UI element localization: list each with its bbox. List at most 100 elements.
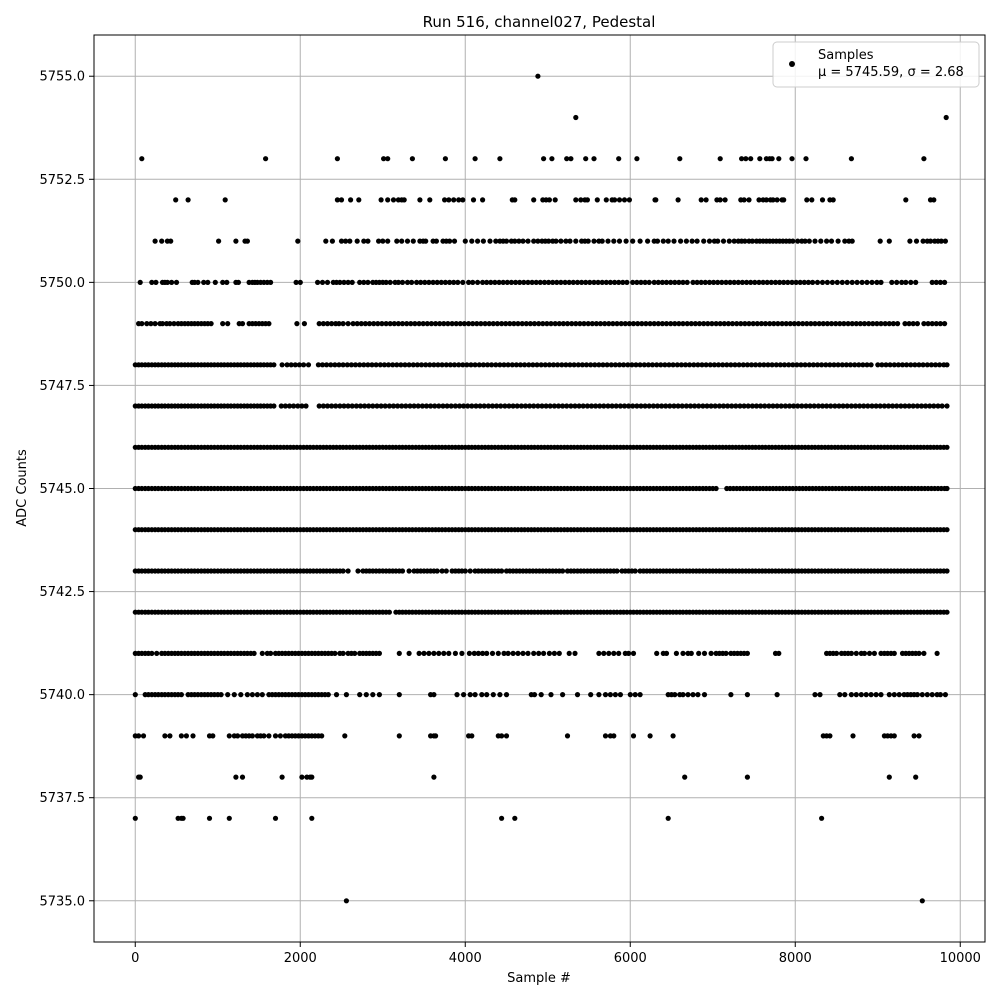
- data-point: [328, 362, 334, 368]
- data-point: [449, 321, 455, 327]
- data-point: [591, 238, 597, 244]
- data-point: [781, 197, 787, 203]
- data-point: [824, 238, 830, 244]
- data-point: [488, 279, 494, 285]
- data-point: [475, 279, 481, 285]
- data-point: [475, 238, 481, 244]
- data-point: [795, 238, 801, 244]
- data-point: [418, 362, 425, 368]
- data-point: [226, 733, 232, 739]
- data-point: [486, 321, 492, 327]
- data-point: [407, 403, 413, 409]
- data-point: [853, 692, 859, 698]
- data-point: [167, 733, 173, 739]
- data-point: [470, 321, 476, 327]
- data-point: [456, 197, 462, 203]
- data-point: [861, 321, 868, 327]
- data-point: [849, 238, 855, 244]
- data-point: [725, 321, 732, 327]
- data-point: [691, 362, 697, 368]
- data-point: [577, 321, 583, 327]
- data-point: [315, 279, 321, 285]
- data-point: [419, 403, 425, 409]
- data-point: [797, 279, 803, 285]
- data-point: [810, 362, 817, 368]
- data-point: [700, 403, 706, 409]
- data-point: [206, 815, 213, 821]
- data-point: [853, 321, 859, 327]
- data-point: [522, 403, 529, 409]
- data-point: [428, 321, 434, 327]
- data-point: [305, 362, 312, 368]
- data-point: [935, 403, 941, 409]
- data-point: [848, 156, 855, 162]
- data-point: [887, 362, 893, 368]
- data-point: [801, 279, 807, 285]
- data-point: [357, 692, 363, 698]
- data-point: [891, 692, 897, 698]
- data-point: [546, 238, 552, 244]
- data-point: [632, 692, 638, 698]
- data-point: [319, 362, 326, 368]
- data-point: [879, 362, 885, 368]
- data-point: [907, 238, 913, 244]
- data-point: [436, 650, 442, 657]
- data-point: [529, 279, 535, 285]
- data-point: [859, 279, 865, 285]
- data-point: [385, 362, 392, 368]
- data-point: [173, 197, 179, 203]
- data-point: [361, 362, 367, 368]
- data-point: [638, 279, 644, 285]
- data-point: [291, 403, 297, 409]
- data-point: [568, 403, 574, 409]
- data-point: [329, 321, 335, 327]
- data-point: [873, 403, 879, 409]
- data-point: [828, 403, 834, 409]
- data-point: [944, 403, 950, 409]
- data-point: [662, 362, 668, 368]
- data-point: [912, 362, 918, 368]
- data-point: [395, 321, 401, 327]
- data-point: [808, 321, 814, 327]
- data-point: [503, 238, 510, 244]
- data-point: [744, 650, 751, 657]
- legend-box: [772, 41, 980, 88]
- data-point: [663, 321, 670, 327]
- data-point: [908, 279, 914, 285]
- data-point: [431, 774, 437, 780]
- data-point: [818, 238, 824, 244]
- legend[interactable]: Samples μ = 5745.59, σ = 2.68: [772, 41, 980, 88]
- data-point: [452, 403, 458, 409]
- data-point: [795, 321, 802, 327]
- data-point: [461, 403, 467, 409]
- data-point: [776, 156, 782, 162]
- data-point: [902, 321, 908, 327]
- data-point: [320, 321, 326, 327]
- data-point: [348, 197, 354, 203]
- data-point: [684, 279, 690, 285]
- data-point: [921, 650, 927, 657]
- data-point: [705, 321, 711, 327]
- data-point: [225, 321, 231, 327]
- data-point: [436, 403, 442, 409]
- data-point: [804, 321, 810, 327]
- data-point: [715, 238, 721, 244]
- data-point: [350, 321, 356, 327]
- data-point: [583, 279, 589, 285]
- data-point: [914, 321, 921, 327]
- data-point: [845, 321, 851, 327]
- data-point: [877, 403, 883, 409]
- data-point: [566, 279, 572, 285]
- data-point: [421, 650, 427, 657]
- data-point: [677, 156, 683, 162]
- data-point: [938, 238, 944, 244]
- data-point: [787, 321, 793, 327]
- data-point: [743, 156, 749, 162]
- data-point: [222, 197, 228, 203]
- y-axis-label: ADC Counts: [15, 449, 30, 527]
- data-point: [480, 238, 486, 244]
- data-point: [476, 362, 482, 368]
- data-point: [833, 321, 839, 327]
- data-point: [864, 279, 870, 285]
- data-point: [324, 362, 330, 368]
